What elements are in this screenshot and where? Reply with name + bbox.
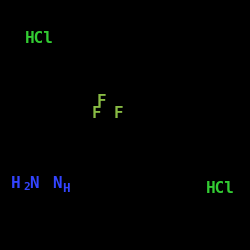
Text: N: N: [52, 176, 62, 190]
Text: F: F: [91, 106, 101, 120]
Text: H: H: [11, 176, 21, 190]
Text: F: F: [96, 94, 106, 109]
Text: H: H: [62, 182, 70, 194]
Text: HCl: HCl: [25, 31, 54, 46]
Text: F: F: [114, 106, 124, 120]
Text: 2: 2: [23, 182, 30, 192]
Text: HCl: HCl: [206, 181, 235, 196]
Text: N: N: [30, 176, 39, 190]
